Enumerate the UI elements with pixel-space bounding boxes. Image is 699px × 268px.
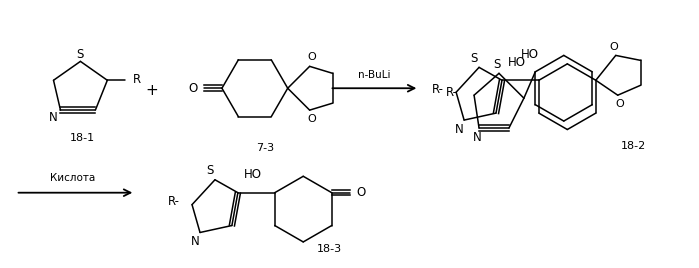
Text: HO: HO [244, 168, 262, 181]
Text: 18-1: 18-1 [70, 133, 95, 143]
Text: O: O [308, 114, 316, 124]
Text: S: S [470, 52, 477, 65]
Text: N: N [455, 122, 463, 136]
Text: 18-3: 18-3 [317, 244, 342, 254]
Text: N: N [473, 132, 482, 144]
Text: 18-2: 18-2 [621, 141, 646, 151]
Text: O: O [615, 99, 624, 109]
Text: Кислота: Кислота [50, 173, 95, 183]
Text: S: S [206, 164, 214, 177]
Text: R: R [134, 73, 141, 86]
Text: N: N [49, 111, 58, 124]
Text: N: N [191, 235, 199, 248]
Text: 7-3: 7-3 [256, 143, 274, 153]
Text: S: S [77, 48, 84, 61]
Text: n-BuLi: n-BuLi [358, 70, 391, 80]
Text: R-: R- [446, 86, 458, 99]
Text: O: O [610, 42, 618, 53]
Text: R-: R- [168, 195, 180, 208]
Text: S: S [493, 58, 500, 71]
Text: HO: HO [521, 49, 540, 61]
Text: R-: R- [432, 83, 444, 96]
Text: O: O [356, 186, 366, 199]
Text: HO: HO [508, 56, 526, 69]
Text: +: + [146, 83, 159, 98]
Text: O: O [189, 82, 198, 95]
Text: O: O [308, 53, 316, 62]
